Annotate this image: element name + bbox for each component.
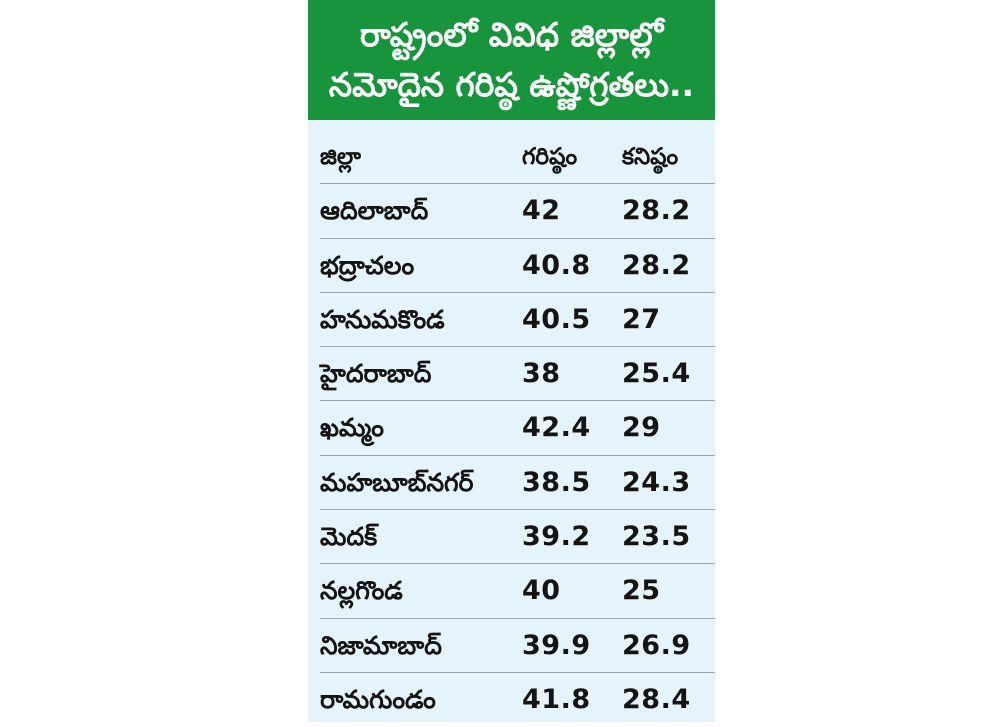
max-temp: 42.4 — [522, 412, 591, 444]
max-temp: 39.9 — [522, 629, 591, 661]
table-row: నిజామాబాద్ 39.9 26.9 — [320, 619, 715, 673]
header-min: కనిష్ఠం — [622, 144, 679, 170]
district-name: రామగుండం — [320, 684, 436, 714]
min-temp: 24.3 — [622, 466, 691, 498]
table-row: నల్లగొండ 40 25 — [320, 564, 715, 619]
min-temp: 23.5 — [622, 521, 691, 553]
max-temp: 40 — [522, 575, 561, 607]
table-row: రామగుండం 41.8 28.4 — [320, 673, 715, 727]
district-name: హనుమకొండ — [320, 304, 445, 334]
card-title: రాష్ట్రంలో వివిధ జిల్లాల్లో నమోదైన గరిష్… — [308, 0, 715, 120]
table-row: మహబూబ్‌నగర్ 38.5 24.3 — [320, 456, 715, 511]
district-name: ఆదిలాబాద్ — [320, 196, 429, 226]
header-max: గరిష్ఠం — [522, 144, 578, 170]
min-temp: 28.2 — [622, 195, 691, 227]
district-name: ఖమ్మం — [320, 413, 384, 443]
min-temp: 25 — [622, 575, 661, 607]
max-temp: 38 — [522, 358, 561, 390]
district-name: భద్రాచలం — [320, 250, 415, 280]
temperature-card: రాష్ట్రంలో వివిధ జిల్లాల్లో నమోదైన గరిష్… — [308, 0, 715, 722]
temperature-table: జిల్లా గరిష్ఠం కనిష్ఠం ఆదిలాబాద్ 42 28.2… — [320, 130, 715, 727]
table-row: ఖమ్మం 42.4 29 — [320, 401, 715, 456]
table-row: భద్రాచలం 40.8 28.2 — [320, 239, 715, 293]
district-name: మెదక్ — [320, 522, 378, 552]
min-temp: 27 — [622, 303, 661, 335]
max-temp: 42 — [522, 195, 561, 227]
table-row: మెదక్ 39.2 23.5 — [320, 510, 715, 565]
table-header-row: జిల్లా గరిష్ఠం కనిష్ఠం — [320, 130, 715, 185]
district-name: నిజామాబాద్ — [320, 630, 442, 660]
table-row: హనుమకొండ 40.5 27 — [320, 293, 715, 348]
min-temp: 28.4 — [622, 683, 691, 715]
title-line-2: నమోదైన గరిష్ఠ ఉష్ణోగ్రతలు.. — [328, 65, 695, 104]
min-temp: 29 — [622, 412, 661, 444]
title-line-1: రాష్ట్రంలో వివిధ జిల్లాల్లో — [359, 15, 664, 54]
header-district: జిల్లా — [320, 144, 361, 170]
max-temp: 39.2 — [522, 521, 591, 553]
min-temp: 28.2 — [622, 249, 691, 281]
table-row: ఆదిలాబాద్ 42 28.2 — [320, 184, 715, 239]
min-temp: 25.4 — [622, 358, 691, 390]
min-temp: 26.9 — [622, 629, 691, 661]
max-temp: 40.8 — [522, 249, 591, 281]
max-temp: 41.8 — [522, 683, 591, 715]
table-row: హైదరాబాద్ 38 25.4 — [320, 347, 715, 402]
max-temp: 38.5 — [522, 466, 591, 498]
max-temp: 40.5 — [522, 303, 591, 335]
district-name: మహబూబ్‌నగర్ — [320, 467, 474, 497]
district-name: హైదరాబాద్ — [320, 359, 432, 389]
district-name: నల్లగొండ — [320, 576, 403, 606]
